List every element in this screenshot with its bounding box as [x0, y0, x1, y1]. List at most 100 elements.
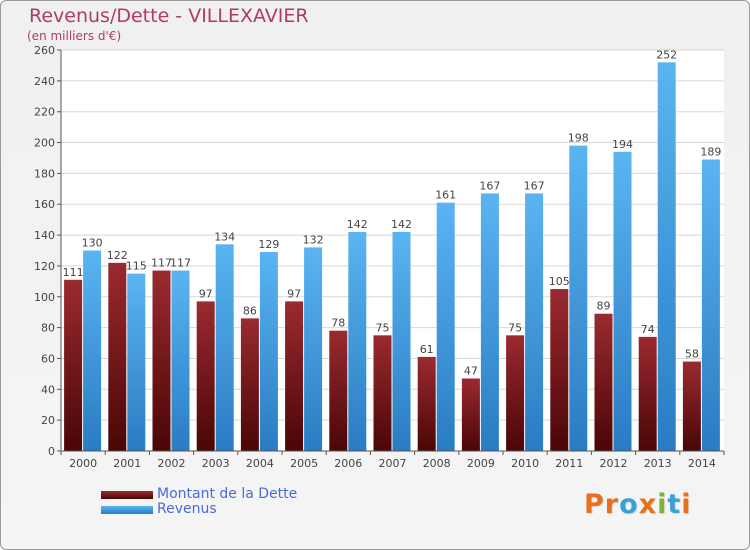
logo-letter: t [667, 489, 682, 520]
bar-revenue-2003 [215, 244, 234, 451]
x-tick-label: 2000 [69, 457, 97, 470]
bar-revenue-2011 [569, 145, 588, 451]
data-label-revenue: 167 [479, 179, 500, 192]
y-tick-label: 240 [34, 75, 55, 88]
bar-revenue-2013 [657, 62, 676, 451]
bar-revenue-2006 [348, 231, 367, 451]
y-tick-label: 220 [34, 106, 55, 119]
bar-debt-2013 [638, 336, 657, 451]
axis-layer: 0 20 40 60 80 100 120 140 160 180 200 220 240 260 2000… [34, 44, 725, 470]
bar-revenue-2005 [304, 247, 323, 451]
bar-debt-2012 [594, 313, 613, 451]
bar-revenue-2008 [436, 202, 455, 451]
y-tick-label: 200 [34, 137, 55, 150]
bar-debt-2010 [506, 335, 525, 451]
data-label-debt: 97 [199, 287, 213, 300]
y-tick-label: 180 [34, 167, 55, 180]
bar-revenue-2014 [701, 159, 720, 451]
bar-debt-2002 [152, 270, 171, 451]
bar-revenue-2012 [613, 151, 632, 452]
legend: Montant de la Dette Revenus [101, 487, 297, 517]
data-label-revenue: 142 [391, 218, 412, 231]
logo-letter: o [619, 489, 639, 520]
bar-debt-2006 [329, 330, 348, 451]
x-tick-label: 2014 [688, 457, 716, 470]
x-tick-label: 2006 [334, 457, 362, 470]
proxiti-logo: Proxiti [584, 489, 692, 520]
y-tick-label: 60 [41, 352, 55, 365]
bar-debt-2001 [108, 262, 127, 451]
bar-debt-2003 [196, 301, 215, 451]
logo-letter: i [657, 489, 668, 520]
x-tick-label: 2012 [600, 457, 628, 470]
logo-letter: r [604, 489, 620, 520]
logo-letter: i [681, 489, 692, 520]
bar-revenue-2001 [127, 273, 146, 451]
y-tick-label: 100 [34, 291, 55, 304]
bar-revenue-2004 [259, 252, 278, 451]
data-label-debt: 122 [107, 249, 128, 262]
data-label-debt: 75 [508, 321, 522, 334]
legend-item-debt: Montant de la Dette [101, 487, 297, 502]
bar-debt-2000 [64, 279, 83, 451]
legend-swatch-debt [101, 490, 153, 499]
data-label-revenue: 161 [435, 189, 456, 202]
data-label-revenue: 129 [258, 238, 279, 251]
chart-title: Revenus/Dette - VILLEXAVIER [29, 5, 309, 27]
data-label-revenue: 198 [568, 132, 589, 145]
x-tick-label: 2011 [555, 457, 583, 470]
x-tick-label: 2007 [379, 457, 407, 470]
bar-debt-2005 [285, 301, 304, 451]
x-tick-label: 2008 [423, 457, 451, 470]
legend-label-debt: Montant de la Dette [157, 486, 298, 502]
y-tick-label: 140 [34, 229, 55, 242]
data-label-revenue: 115 [126, 260, 147, 273]
y-tick-label: 0 [48, 445, 55, 458]
data-label-revenue: 167 [524, 179, 545, 192]
bar-debt-2008 [417, 356, 436, 451]
x-tick-label: 2002 [158, 457, 186, 470]
data-label-debt: 47 [464, 365, 478, 378]
bar-revenue-2000 [83, 250, 102, 451]
data-label-revenue: 189 [700, 146, 721, 159]
x-tick-label: 2005 [290, 457, 318, 470]
logo-letter: x [638, 489, 658, 520]
y-tick-label: 40 [41, 383, 55, 396]
data-label-revenue: 134 [214, 230, 235, 243]
data-label-debt: 97 [287, 287, 301, 300]
x-tick-label: 2001 [113, 457, 141, 470]
y-tick-label: 160 [34, 198, 55, 211]
data-label-debt: 75 [376, 321, 390, 334]
x-tick-label: 2013 [644, 457, 672, 470]
data-label-debt: 86 [243, 304, 257, 317]
bar-revenue-2002 [171, 270, 190, 451]
chart-subtitle: (en milliers d'€) [27, 29, 122, 43]
y-tick-label: 260 [34, 44, 55, 57]
bar-debt-2007 [373, 335, 392, 451]
data-label-revenue: 194 [612, 138, 633, 151]
bar-revenue-2009 [480, 193, 499, 451]
bar-debt-2004 [240, 318, 259, 451]
x-tick-label: 2003 [202, 457, 230, 470]
data-label-debt: 117 [151, 257, 172, 270]
bar-debt-2014 [682, 361, 701, 451]
data-label-revenue: 132 [303, 233, 324, 246]
data-label-debt: 111 [63, 266, 84, 279]
data-label-debt: 58 [685, 348, 699, 361]
data-label-debt: 74 [641, 323, 655, 336]
x-tick-label: 2009 [467, 457, 495, 470]
data-label-debt: 61 [420, 343, 434, 356]
data-label-debt: 89 [597, 300, 611, 313]
y-tick-label: 80 [41, 322, 55, 335]
data-label-debt: 78 [331, 317, 345, 330]
bar-revenue-2010 [525, 193, 544, 451]
logo-letter: P [584, 489, 605, 520]
x-tick-label: 2004 [246, 457, 274, 470]
legend-swatch-revenue [101, 505, 153, 514]
x-tick-label: 2010 [511, 457, 539, 470]
bar-debt-2011 [550, 289, 569, 451]
bars-layer [64, 62, 720, 452]
